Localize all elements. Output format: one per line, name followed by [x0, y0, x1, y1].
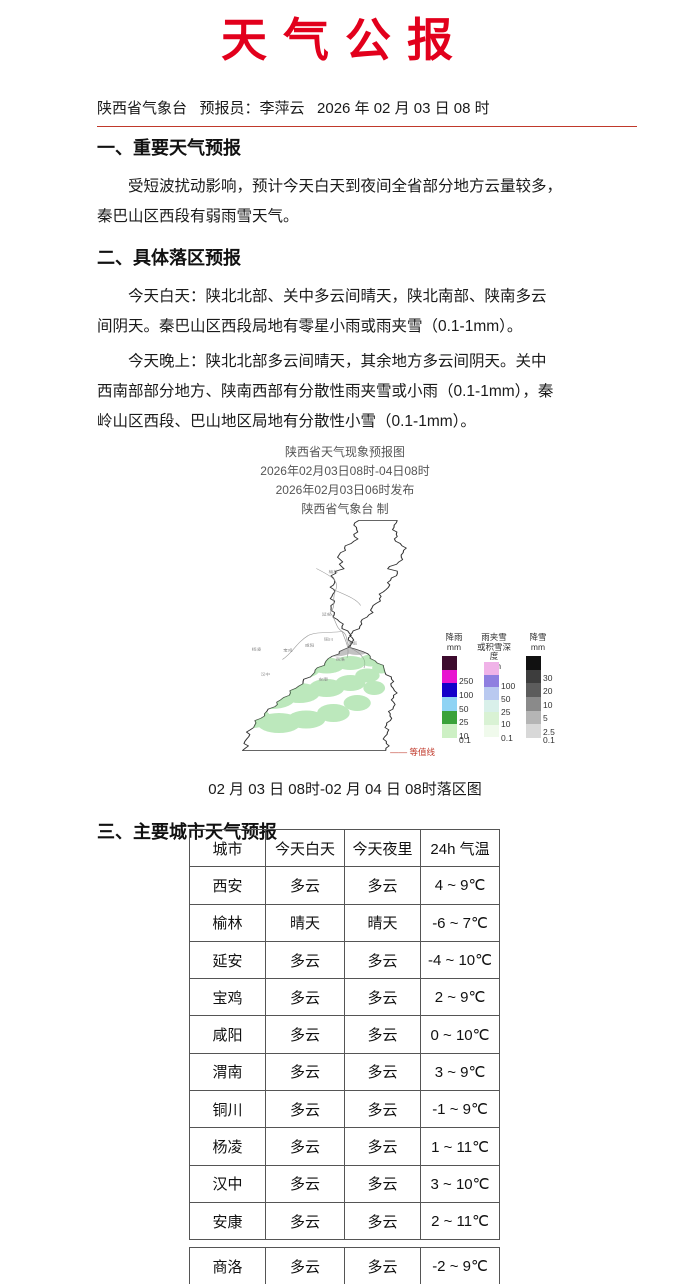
svg-text:汉中: 汉中: [261, 671, 270, 676]
svg-text:商洛: 商洛: [335, 656, 345, 661]
svg-text:榆林: 榆林: [329, 569, 339, 574]
svg-text:安康: 安康: [318, 676, 327, 681]
svg-text:延安: 延安: [322, 611, 331, 616]
svg-text:宝鸡: 宝鸡: [283, 647, 292, 652]
svg-text:渭南: 渭南: [348, 640, 357, 645]
svg-text:铜川: 铜川: [324, 636, 333, 641]
svg-text:杨凌: 杨凌: [252, 646, 261, 651]
svg-text:咸阳: 咸阳: [305, 642, 314, 647]
